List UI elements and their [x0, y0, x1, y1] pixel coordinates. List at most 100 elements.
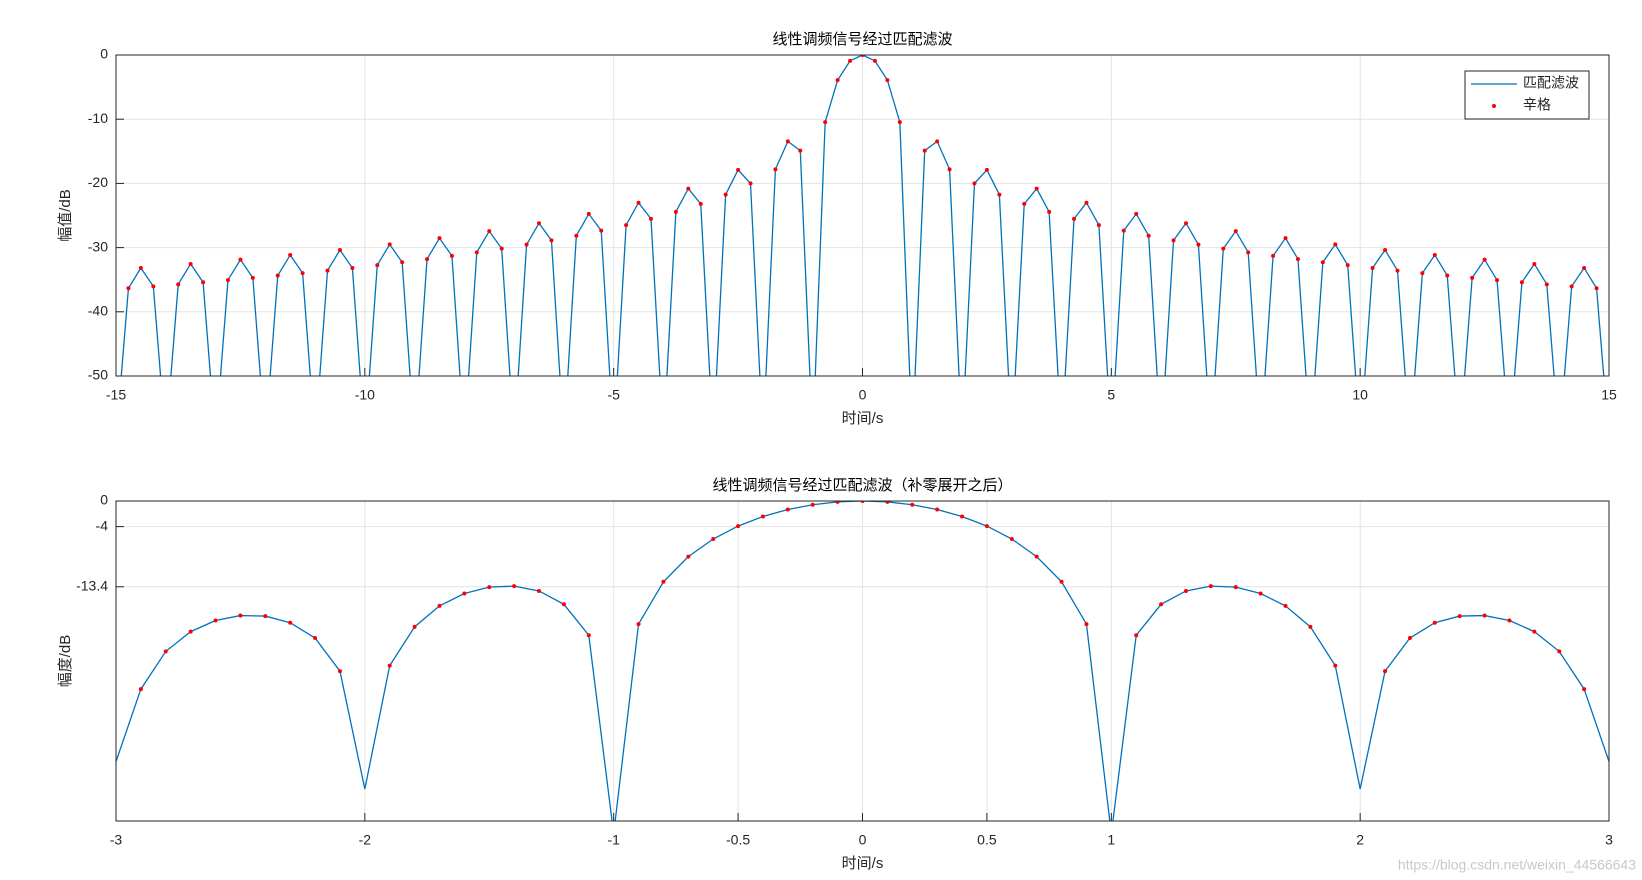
series-marker: [238, 613, 243, 618]
axes-box: [115, 54, 1610, 377]
series-marker: [437, 236, 442, 241]
series-marker: [785, 507, 790, 512]
x-tick-label: 0: [859, 832, 867, 848]
series-marker: [375, 263, 380, 268]
y-tick-label: -20: [88, 174, 108, 190]
series-marker: [1283, 603, 1288, 608]
series-marker: [1059, 579, 1064, 584]
series-marker: [1308, 624, 1313, 629]
series-marker: [1395, 268, 1400, 273]
series-marker: [225, 278, 230, 283]
axes-box: [115, 500, 1610, 822]
series-marker: [387, 663, 392, 668]
series-marker: [1582, 687, 1587, 692]
x-tick-label: 2: [1356, 832, 1364, 848]
series-marker: [748, 181, 753, 186]
plot-area: [116, 501, 1609, 821]
x-tick-label: 1: [1107, 832, 1115, 848]
series-marker: [474, 250, 479, 255]
series-marker: [972, 181, 977, 186]
y-tick-label: -40: [88, 303, 108, 319]
series-marker: [736, 167, 741, 172]
series-marker: [1271, 253, 1276, 258]
watermark: https://blog.csdn.net/weixin_44566643: [1398, 857, 1636, 873]
series-marker: [599, 228, 604, 233]
series-marker: [512, 584, 517, 589]
y-axis-label: 幅值/dB: [57, 189, 74, 242]
series-marker: [138, 265, 143, 270]
series-marker: [1544, 282, 1549, 287]
series-marker: [1482, 613, 1487, 618]
series-marker: [1320, 260, 1325, 265]
series-marker: [1283, 236, 1288, 241]
series-marker: [1295, 257, 1300, 262]
series-marker: [823, 120, 828, 125]
series-marker: [947, 167, 952, 172]
series-marker: [1072, 216, 1077, 221]
series-marker: [661, 579, 666, 584]
series-marker: [1047, 209, 1052, 214]
y-tick-label: -13.4: [76, 577, 108, 593]
x-axis-label: 时间/s: [842, 410, 884, 427]
series-marker: [1084, 622, 1089, 627]
series-marker: [1582, 265, 1587, 270]
series-marker: [288, 253, 293, 258]
series-marker: [1432, 253, 1437, 258]
series-marker: [935, 507, 940, 512]
series-marker: [1246, 250, 1251, 255]
legend-swatch: [1492, 104, 1496, 108]
series-marker: [636, 200, 641, 205]
series-marker: [1034, 554, 1039, 559]
series-marker: [549, 238, 554, 243]
series-marker: [288, 620, 293, 625]
series-marker: [736, 524, 741, 529]
series-marker: [1370, 265, 1375, 270]
series-marker: [1159, 602, 1164, 607]
series-marker: [723, 192, 728, 197]
series-marker: [188, 629, 193, 634]
series-marker: [897, 120, 902, 125]
series-marker: [1258, 591, 1263, 596]
x-tick-label: 0.5: [977, 832, 997, 848]
series-marker: [400, 260, 405, 265]
series-marker: [337, 247, 342, 252]
axes: -3 -2 -1 -0.5 0 0.5 1 2 3 -13.4 -4 0 线性调频信号经过匹配滤波（补零…: [57, 477, 1613, 872]
series-marker: [176, 282, 181, 287]
series-marker: [437, 603, 442, 608]
series-marker: [885, 78, 890, 83]
series-marker: [673, 209, 678, 214]
series-marker: [1084, 200, 1089, 205]
series-marker: [997, 192, 1002, 197]
series-marker: [686, 186, 691, 191]
series-marker: [425, 257, 430, 262]
series-marker: [872, 58, 877, 63]
series-marker: [151, 284, 156, 289]
series-marker: [773, 167, 778, 172]
series-marker: [1221, 246, 1226, 251]
series-marker: [412, 624, 417, 629]
series-marker: [785, 139, 790, 144]
y-tick-label: 0: [100, 492, 108, 508]
series-marker: [1022, 201, 1027, 206]
series-marker: [910, 502, 915, 507]
x-tick-label: 10: [1352, 387, 1368, 403]
series-marker: [922, 148, 927, 153]
series-marker: [1532, 629, 1537, 634]
series-marker: [313, 636, 318, 641]
series-marker: [1569, 284, 1574, 289]
series-marker: [1420, 271, 1425, 276]
legend-label: 匹配滤波: [1523, 75, 1579, 91]
series-marker: [1383, 669, 1388, 674]
x-tick-label: -5: [607, 387, 620, 403]
series-marker: [238, 257, 243, 262]
series-marker: [624, 223, 629, 228]
x-tick-label: 15: [1601, 387, 1617, 403]
series-marker: [1134, 633, 1139, 638]
series-marker: [201, 280, 206, 285]
series-marker: [798, 148, 803, 153]
series-marker: [337, 669, 342, 674]
series-marker: [984, 167, 989, 172]
series-marker: [1495, 278, 1500, 283]
